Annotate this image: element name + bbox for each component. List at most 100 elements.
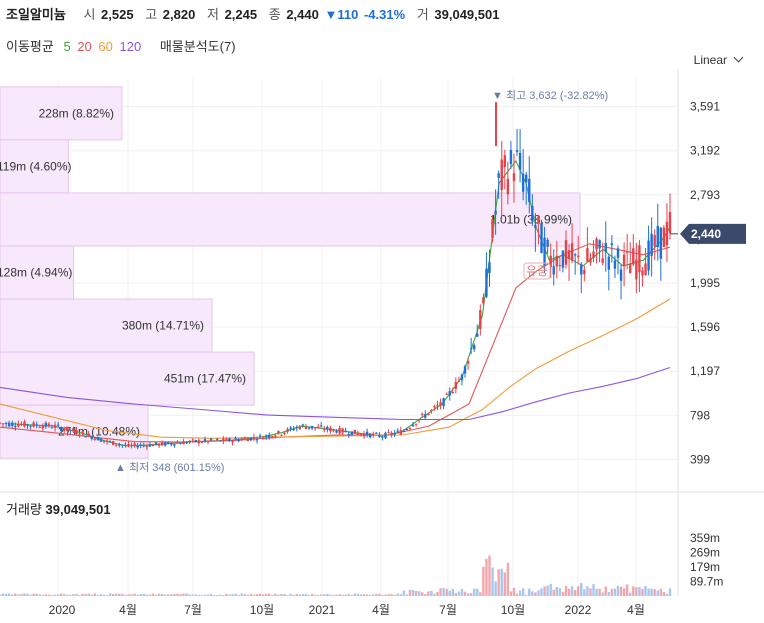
candle-body-46	[139, 444, 142, 446]
candle-body-102	[310, 425, 314, 429]
volume-bar-125	[381, 594, 384, 596]
candle-body-88	[268, 434, 271, 438]
time-tick-9: 4월	[627, 603, 645, 617]
volume-bar-132	[402, 590, 406, 596]
candle-body-159	[485, 268, 488, 297]
candle-body-170	[518, 152, 522, 170]
candle-body-52	[157, 443, 161, 446]
volume-bar-78	[237, 594, 240, 596]
volume-label: 거	[416, 7, 429, 22]
volume-bar-71	[216, 594, 219, 596]
volume-bar-105	[320, 594, 323, 596]
ma-120[interactable]: 120	[119, 39, 142, 54]
candle-body-188	[573, 254, 577, 256]
candle-body-38	[115, 444, 118, 446]
candle-body-169	[515, 150, 519, 152]
volume-title-value: 39,049,501	[45, 502, 111, 517]
volume-bar-79	[240, 593, 243, 596]
candle-body-13	[38, 427, 41, 429]
volume-profile-toggle[interactable]: 매물분석도(7)	[159, 39, 236, 54]
candle-body-177	[540, 222, 543, 254]
volume-bar-142	[433, 593, 436, 596]
volume-bar-206	[629, 592, 632, 596]
volume-bar-166	[506, 562, 510, 596]
volume-bar-97	[295, 593, 298, 596]
ma-60[interactable]: 60	[98, 39, 113, 54]
low-annotation: ▲ 최저 348 (601.15%)	[115, 461, 224, 474]
candle-body-0	[0, 422, 2, 424]
volume-bar-9	[26, 593, 29, 596]
price-tick-2: 2,793	[690, 188, 720, 202]
candle-body-8	[23, 421, 26, 427]
candle-body-2	[4, 422, 8, 425]
candle-body-66	[200, 442, 204, 444]
volume-bar-0	[0, 594, 2, 596]
candle-body-5	[14, 426, 17, 428]
volume-bar-184	[561, 592, 565, 596]
candle-body-164	[500, 159, 503, 191]
candle-body-184	[561, 250, 565, 268]
candle-body-27	[81, 431, 84, 433]
candle-body-12	[35, 424, 38, 426]
volume-bar-171	[521, 588, 525, 596]
volume-bar-24	[72, 594, 75, 596]
ma-line-60	[0, 298, 671, 439]
volume-bar-178	[543, 586, 546, 596]
candle-body-65	[197, 440, 201, 444]
candle-body-19	[56, 424, 60, 426]
scale-mode-label: Linear	[693, 53, 727, 67]
candle-body-144	[439, 402, 442, 406]
volume-bar-135	[411, 589, 415, 596]
price-tick-6: 1,197	[690, 364, 720, 378]
candle-body-129	[393, 432, 396, 435]
candle-body-56	[170, 443, 173, 445]
change-value: ▼110	[324, 7, 359, 22]
volume-bar-200	[610, 589, 614, 596]
volume-bar-156	[476, 588, 479, 596]
volume-bar-43	[130, 594, 133, 596]
volume-bar-210	[641, 588, 644, 596]
volume-bar-83	[252, 594, 256, 596]
moving-average-title[interactable]: 이동평균	[6, 39, 54, 54]
candle-body-22	[66, 426, 69, 431]
volume-bar-106	[323, 594, 326, 596]
candle-body-209	[638, 245, 641, 273]
volume-bar-149	[454, 593, 458, 596]
volume-bar-64	[194, 594, 197, 596]
candle-body-39	[118, 444, 121, 446]
volume-bar-172	[525, 594, 528, 596]
time-tick-8: 2022	[565, 603, 592, 617]
volume-bar-121	[368, 594, 372, 596]
volume-bar-197	[601, 592, 604, 596]
volume-bar-60	[182, 593, 185, 596]
volume-bar-31	[93, 593, 97, 596]
candle-body-121	[368, 433, 372, 438]
candle-body-143	[436, 405, 439, 407]
candle-body-85	[258, 435, 262, 437]
volume-bar-203	[619, 586, 623, 596]
volume-bar-163	[497, 569, 500, 596]
candle-body-64	[194, 440, 197, 442]
candle-body-174	[531, 205, 534, 222]
volume-bar-213	[650, 588, 653, 596]
candle-body-118	[359, 433, 363, 435]
candle-body-86	[261, 437, 265, 440]
candle-body-186	[567, 250, 571, 260]
volume-bar-215	[656, 590, 659, 596]
scale-selector[interactable]: Linear	[693, 52, 744, 67]
price-tick-5: 1,596	[690, 320, 720, 334]
candle-body-60	[182, 441, 185, 445]
volume-bar-57	[173, 593, 176, 596]
high-annotation: ▼ 최고 3,632 (-32.82%)	[492, 89, 608, 102]
time-tick-6: 7월	[439, 603, 457, 617]
volume-bar-147	[448, 590, 451, 596]
ma-5[interactable]: 5	[63, 39, 71, 54]
candle-body-172	[525, 174, 528, 183]
candle-body-55	[167, 441, 170, 444]
candle-body-59	[179, 443, 182, 445]
candle-body-107	[326, 426, 329, 430]
ma-20[interactable]: 20	[77, 39, 92, 54]
open-value: 2,525	[101, 7, 134, 22]
volume-bar-72	[219, 594, 222, 596]
